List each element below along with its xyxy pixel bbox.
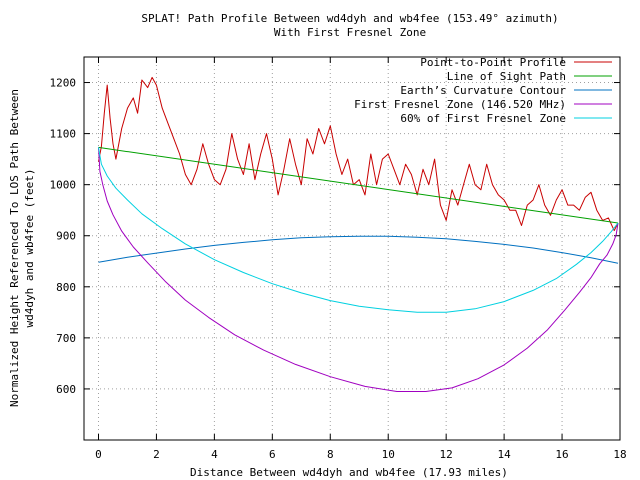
y-tick-label: 900 (56, 230, 76, 243)
y-tick-label: 800 (56, 281, 76, 294)
legend-label-1: Line of Sight Path (447, 70, 566, 83)
y-tick-label: 600 (56, 383, 76, 396)
x-tick-label: 4 (211, 448, 218, 461)
x-tick-label: 8 (327, 448, 334, 461)
y-tick-label: 1200 (50, 77, 77, 90)
x-axis-label: Distance Between wd4dyh and wb4fee (17.9… (190, 466, 508, 479)
y-tick-label: 1100 (50, 128, 77, 141)
y-tick-label: 700 (56, 332, 76, 345)
x-tick-label: 12 (440, 448, 453, 461)
x-tick-label: 18 (613, 448, 626, 461)
legend-label-3: First Fresnel Zone (146.520 MHz) (354, 98, 566, 111)
x-tick-label: 2 (153, 448, 160, 461)
chart-title: SPLAT! Path Profile Between wd4dyh and w… (141, 12, 558, 25)
series-line-2 (98, 235, 619, 264)
legend-label-4: 60% of First Fresnel Zone (400, 112, 566, 125)
tick-marks (84, 57, 621, 440)
x-tick-label: 10 (382, 448, 395, 461)
legend-label-0: Point-to-Point Profile (420, 56, 566, 69)
y-axis-label-line-2: wd4dyh and wb4fee (feet) (23, 169, 36, 328)
x-tick-label: 14 (497, 448, 511, 461)
series-line-4 (98, 147, 619, 313)
x-tick-label: 6 (269, 448, 276, 461)
series-lines (98, 76, 619, 392)
chart-subtitle: With First Fresnel Zone (274, 26, 426, 39)
x-tick-label: 0 (95, 448, 102, 461)
series-line-0 (98, 76, 619, 232)
legend-label-2: Earth’s Curvature Contour (400, 84, 566, 97)
y-axis-label-line-1: Normalized Height Referenced To LOS Path… (8, 89, 21, 407)
plot-frame (83, 56, 621, 441)
y-tick-label: 1000 (50, 179, 77, 192)
series-line-3 (98, 147, 619, 392)
x-tick-label: 16 (555, 448, 568, 461)
y-axis-ticks: 600 700 800 900 1000 1100 1200 (50, 77, 77, 396)
x-axis-ticks: 0 2 4 6 8 10 12 14 16 18 (95, 448, 626, 461)
series-line-1 (98, 146, 619, 224)
